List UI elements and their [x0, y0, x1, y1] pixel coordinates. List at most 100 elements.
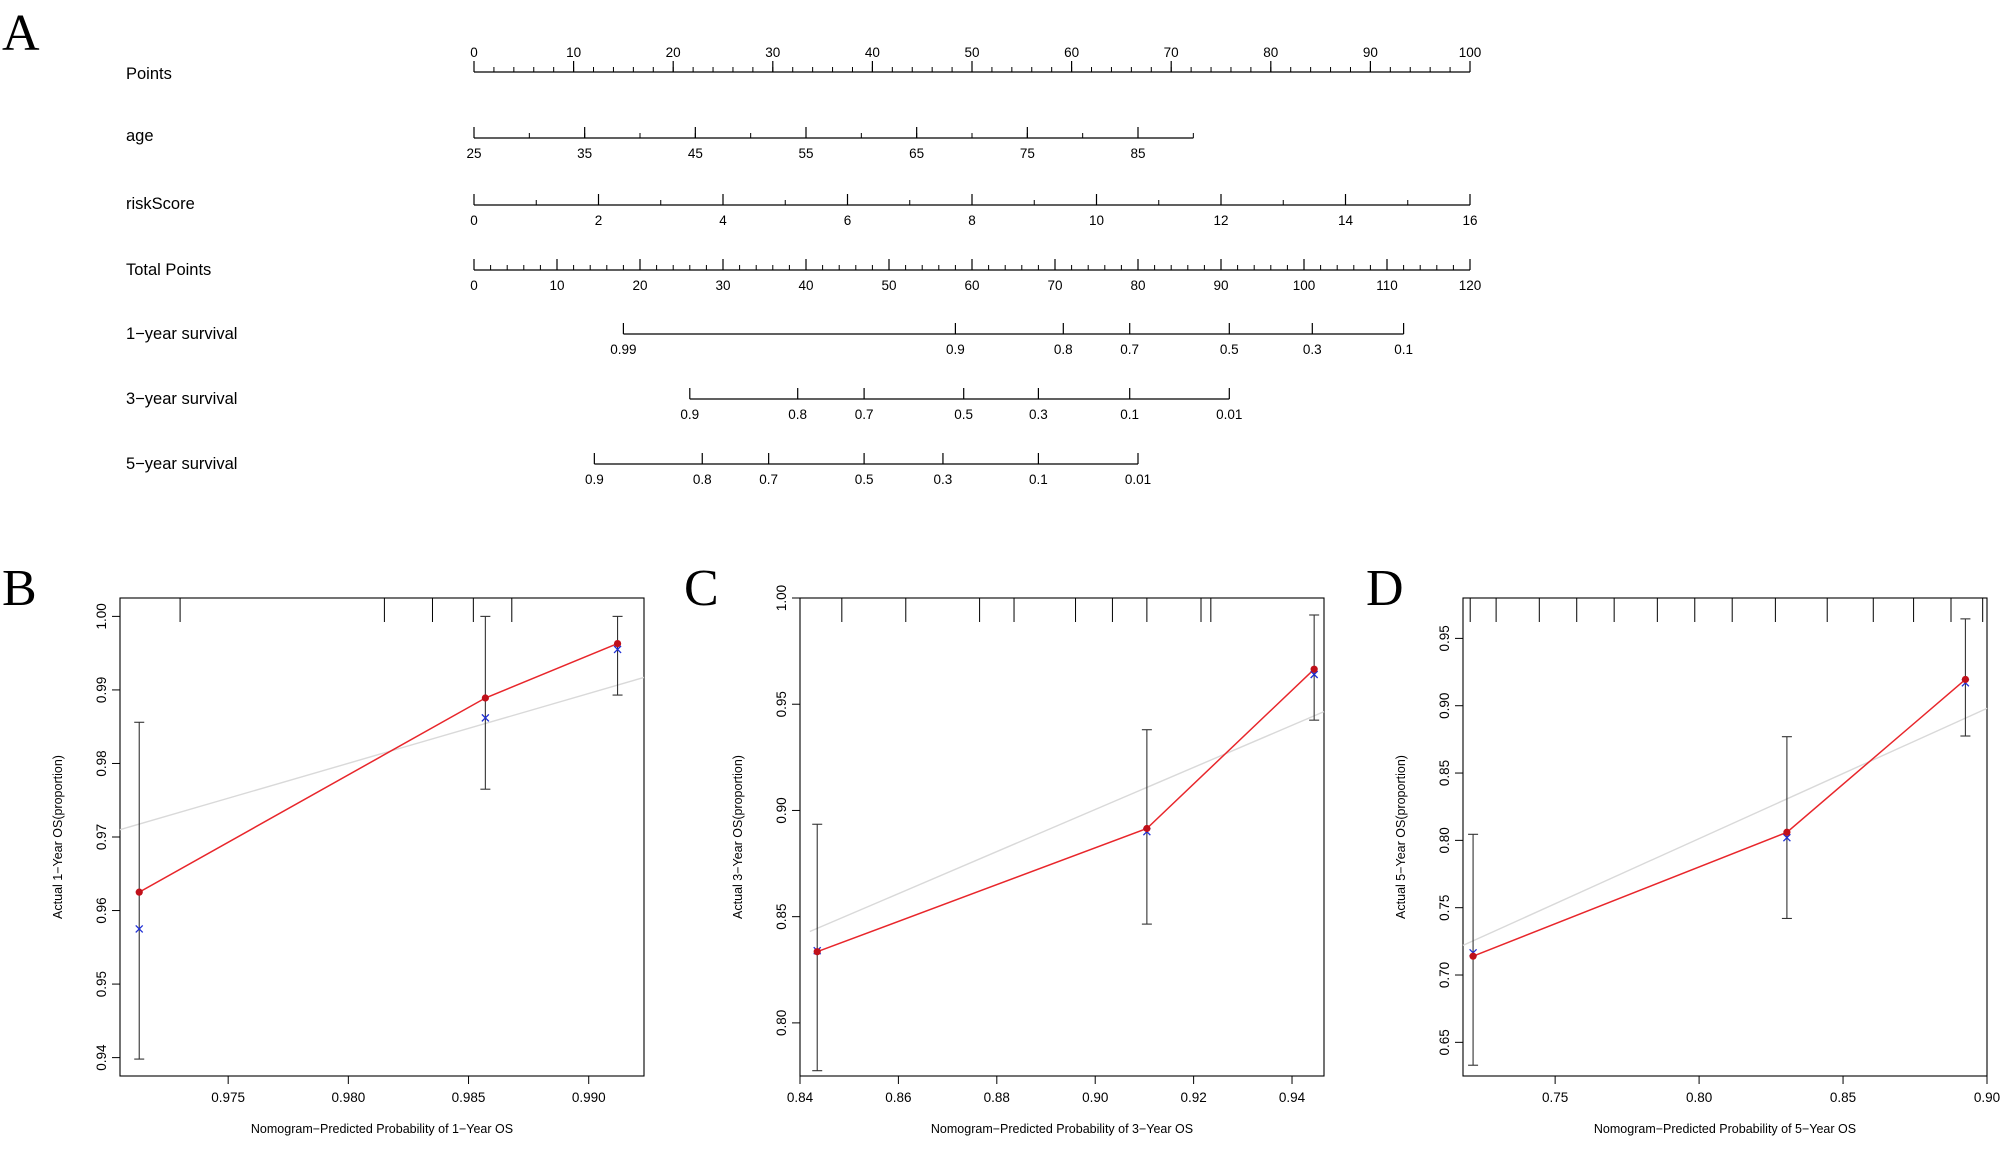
y-tick-label: 0.80	[1437, 827, 1452, 853]
nomogram-variable-label: age	[126, 127, 154, 145]
nomogram-tick-label: 45	[688, 146, 703, 161]
y-tick-label: 0.85	[1437, 760, 1452, 786]
x-axis-title: Nomogram−Predicted Probability of 3−Year…	[931, 1122, 1193, 1136]
nomogram-tick-label: 0.1	[1394, 342, 1413, 357]
nomogram-tick-label: 110	[1376, 278, 1398, 293]
nomogram-tick-label: 16	[1462, 213, 1477, 228]
x-tick-label: 0.85	[1830, 1090, 1856, 1105]
nomogram-tick-label: 80	[1130, 278, 1145, 293]
y-axis-title: Actual 1−Year OS(proportion)	[51, 755, 65, 919]
corrected-point	[1310, 670, 1319, 679]
nomogram-tick-label: 60	[964, 278, 979, 293]
nomogram-tick-label: 60	[1064, 45, 1079, 60]
x-tick-label: 0.90	[1974, 1090, 2000, 1105]
nomogram-tick-label: 0.3	[934, 472, 953, 487]
nomogram-tick-label: 2	[595, 213, 603, 228]
nomogram-tick-label: 40	[798, 278, 813, 293]
x-tick-label: 0.88	[984, 1090, 1010, 1105]
observed-point	[1469, 952, 1477, 960]
x-tick-label: 0.985	[452, 1090, 486, 1105]
nomogram-tick-label: 0.3	[1029, 407, 1048, 422]
nomogram-tick-label: 0.5	[1220, 342, 1239, 357]
corrected-point	[481, 713, 490, 722]
observed-point	[1143, 824, 1151, 833]
y-tick-label: 0.98	[94, 750, 109, 776]
x-tick-label: 0.90	[1082, 1090, 1108, 1105]
y-tick-label: 0.90	[1437, 693, 1452, 719]
nomogram-tick-label: 0.01	[1125, 472, 1151, 487]
calibration-panel-3-year: C 0.84 0.86 0.88 0.90 0.92 0.94 0.80 0.85 0.90 0.9…	[684, 560, 1325, 1136]
nomogram-tick-label: 25	[466, 146, 481, 161]
nomogram-tick-label: 70	[1047, 278, 1062, 293]
plot-frame	[1462, 597, 1988, 1077]
nomogram-tick-label: 12	[1213, 213, 1228, 228]
nomogram-tick-label: 90	[1213, 278, 1228, 293]
observed-point	[1783, 828, 1791, 836]
nomogram-variable-label: Points	[126, 65, 172, 83]
nomogram-variable-label: 3−year survival	[126, 390, 237, 408]
nomogram-tick-label: 4	[719, 213, 727, 228]
y-axis-title: Actual 3−Year OS(proportion)	[731, 755, 745, 919]
nomogram-tick-label: 0	[470, 45, 478, 60]
observed-point	[135, 888, 143, 896]
nomogram-variable-label: Total Points	[126, 261, 211, 279]
nomogram-tick-label: 90	[1363, 45, 1378, 60]
x-tick-label: 0.75	[1542, 1090, 1568, 1105]
nomogram-tick-label: 0.7	[759, 472, 778, 487]
calibration-panel-5-year: D 0.75 0.80 0.85 0.90 0.65 0.70 0.75 0.80 0.85 0.9…	[1366, 560, 2000, 1136]
observed-point	[613, 639, 622, 648]
nomogram-tick-label: 40	[865, 45, 880, 60]
x-tick-label: 0.94	[1279, 1090, 1306, 1105]
nomogram-tick-label: 50	[881, 278, 896, 293]
nomogram-tick-label: 0.01	[1216, 407, 1242, 422]
x-tick-label: 0.980	[331, 1090, 365, 1105]
nomogram-tick-label: 10	[1089, 213, 1104, 228]
corrected-point	[613, 645, 622, 654]
y-tick-label: 0.96	[94, 897, 109, 923]
nomogram-tick-label: 0	[470, 213, 478, 228]
nomogram-tick-label: 100	[1459, 45, 1482, 60]
y-tick-label: 1.00	[774, 585, 789, 611]
nomogram-tick-label: 0.9	[680, 407, 699, 422]
nomogram-tick-label: 35	[577, 146, 592, 161]
nomogram-tick-label: 0.3	[1303, 342, 1322, 357]
nomogram-tick-label: 14	[1338, 213, 1354, 228]
y-tick-label: 0.97	[94, 824, 109, 850]
calibration-panel-1-year: B 0.975 0.980 0.985 0.990 0.94 0.95 0.96 0.97 0.9…	[2, 560, 645, 1136]
corrected-point	[135, 924, 144, 933]
corrected-point	[1782, 833, 1791, 842]
nomogram-tick-label: 0.9	[585, 472, 604, 487]
y-tick-label: 0.95	[94, 971, 109, 997]
nomogram-tick-label: 30	[765, 45, 780, 60]
nomogram-tick-label: 30	[715, 278, 730, 293]
nomogram-tick-label: 10	[566, 45, 581, 60]
nomogram-tick-label: 50	[964, 45, 979, 60]
y-tick-label: 0.94	[94, 1044, 109, 1071]
nomogram-tick-label: 80	[1263, 45, 1278, 60]
observed-point	[481, 694, 489, 702]
nomogram-tick-label: 10	[549, 278, 564, 293]
ideal-reference-line	[809, 711, 1325, 933]
y-tick-label: 0.90	[774, 797, 789, 823]
nomogram-tick-label: 0.8	[788, 407, 807, 422]
x-tick-label: 0.80	[1686, 1090, 1712, 1105]
y-tick-label: 0.65	[1437, 1029, 1452, 1055]
y-tick-label: 0.99	[94, 677, 109, 703]
y-axis-title: Actual 5−Year OS(proportion)	[1394, 755, 1408, 919]
nomogram-tick-label: 70	[1164, 45, 1179, 60]
x-tick-label: 0.86	[885, 1090, 911, 1105]
x-axis-title: Nomogram−Predicted Probability of 1−Year…	[251, 1122, 513, 1136]
nomogram-tick-label: 0.9	[946, 342, 965, 357]
panel-letter: B	[2, 560, 37, 617]
nomogram-tick-label: 0.5	[855, 472, 874, 487]
nomogram-tick-label: 0.7	[855, 407, 874, 422]
ideal-reference-line	[119, 676, 645, 831]
nomogram-tick-label: 0.1	[1029, 472, 1048, 487]
nomogram-tick-label: 0.5	[954, 407, 973, 422]
x-tick-label: 0.975	[211, 1090, 245, 1105]
nomogram-tick-label: 85	[1130, 146, 1145, 161]
x-tick-label: 0.990	[572, 1090, 606, 1105]
x-tick-label: 0.84	[787, 1090, 814, 1105]
